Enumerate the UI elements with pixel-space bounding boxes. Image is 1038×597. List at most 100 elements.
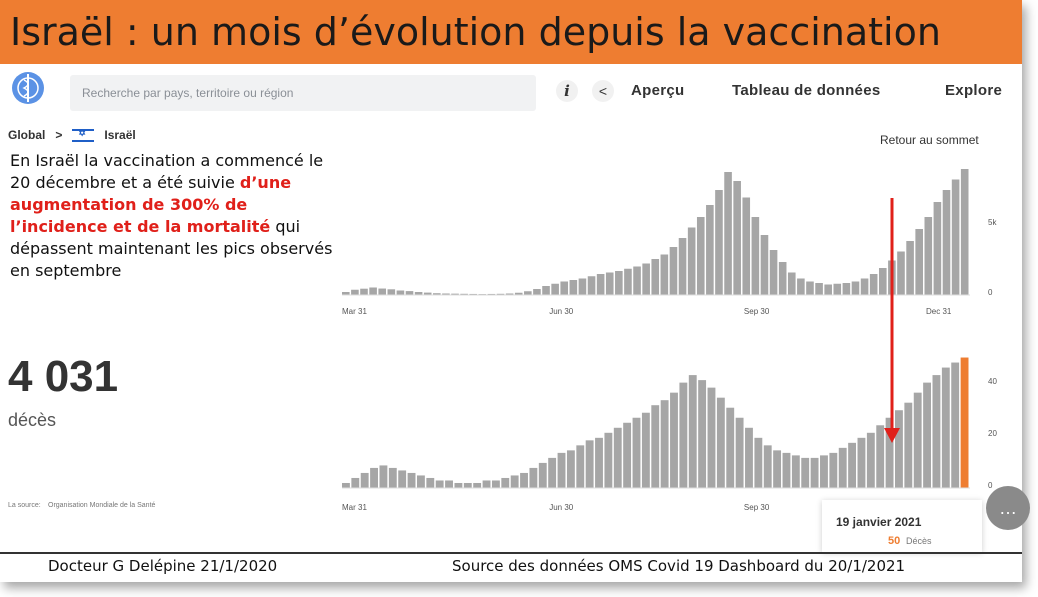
chart-2-bar bbox=[829, 452, 838, 488]
chart-2-bar bbox=[613, 427, 622, 488]
chart-2-bar bbox=[360, 472, 369, 488]
chart-2-bar bbox=[351, 477, 360, 488]
chart-1-bar bbox=[551, 283, 559, 295]
chart-1-bar bbox=[842, 283, 851, 295]
share-icon[interactable]: < bbox=[592, 80, 614, 102]
chart-1-bar bbox=[715, 190, 723, 295]
chart-2-bar bbox=[670, 392, 678, 488]
nav-explore[interactable]: Explore bbox=[945, 82, 1003, 99]
chart-1-bar bbox=[469, 293, 478, 295]
info-icon[interactable]: i bbox=[556, 80, 578, 102]
chart-2-bar bbox=[791, 455, 800, 488]
chart-1-bar bbox=[860, 278, 869, 295]
chart-1-bar bbox=[769, 250, 778, 295]
chart-1-bar bbox=[851, 281, 860, 295]
chart-2-bar bbox=[707, 387, 716, 488]
chart-1-x-tick: Dec 31 bbox=[926, 307, 952, 316]
annotation-text: En Israël la vaccination a commencé le 2… bbox=[10, 150, 340, 282]
chart-2-x-tick: Sep 30 bbox=[744, 503, 770, 512]
chart-2-bar bbox=[735, 417, 744, 488]
tooltip-value: 50 bbox=[888, 535, 901, 547]
chart-1-bar bbox=[496, 293, 505, 295]
chart-1-bar bbox=[524, 291, 532, 295]
chart-2-bar bbox=[866, 432, 875, 488]
footer-divider bbox=[0, 552, 1022, 554]
chart-tooltip: 19 janvier 2021 50 Décès bbox=[822, 500, 982, 552]
search-input[interactable]: Recherche par pays, territoire ou région bbox=[70, 75, 536, 111]
chart-2-bar bbox=[688, 375, 697, 488]
footer-source: Source des données OMS Covid 19 Dashboar… bbox=[452, 557, 906, 575]
deaths-total: 4 031 bbox=[8, 352, 119, 401]
chart-1-bar bbox=[587, 276, 596, 295]
chart-2-bar bbox=[923, 382, 931, 488]
breadcrumb-country[interactable]: Israël bbox=[104, 128, 136, 142]
chart-1-bar bbox=[942, 190, 951, 295]
chart-2-bar bbox=[342, 482, 350, 488]
chart-2-bar bbox=[848, 442, 857, 488]
tooltip-date: 19 janvier 2021 bbox=[836, 515, 922, 529]
chart-1-bar bbox=[633, 266, 641, 295]
chart-1-bar bbox=[651, 259, 660, 295]
chart-1-bar bbox=[369, 287, 377, 295]
chart-1-y-tick: 0 bbox=[988, 288, 993, 297]
chart-1-y-tick: 5k bbox=[988, 218, 997, 227]
chart-2-bar bbox=[576, 445, 585, 488]
footer-author: Docteur G Delépine 21/1/2020 bbox=[48, 557, 278, 575]
chart-2-bar bbox=[932, 375, 941, 488]
israel-flag-icon bbox=[72, 128, 95, 142]
chart-2-bar bbox=[941, 367, 950, 488]
chart-1-bar bbox=[533, 289, 541, 295]
chart-2-bar bbox=[510, 475, 519, 488]
annotation-line-1: En Israël la vaccination a commencé le 2… bbox=[10, 151, 324, 192]
chart-2-bar bbox=[482, 480, 491, 488]
charts-area: Mar 31 Jun 30 Sep 30 Dec 31 0 5k Mar 31 Jun 30 S… bbox=[342, 169, 997, 512]
breadcrumb: Global > Israël bbox=[8, 128, 136, 143]
chart-1-bar bbox=[933, 202, 942, 295]
chart-2-bar bbox=[857, 437, 866, 488]
chart-1-bar bbox=[706, 205, 714, 295]
chart-2-bar bbox=[454, 482, 463, 488]
nav-apercu[interactable]: Aperçu bbox=[631, 82, 685, 99]
chart-2-bar bbox=[641, 412, 650, 488]
chart-1-bar bbox=[378, 288, 387, 295]
chart-1-bar bbox=[924, 217, 933, 295]
slide: Israël : un mois d’évolution depuis la v… bbox=[0, 0, 1022, 582]
chart-1-bar bbox=[815, 283, 823, 295]
chart-1-bar bbox=[514, 292, 523, 295]
chart-1-bar bbox=[642, 263, 650, 295]
chart-1-bar bbox=[833, 283, 842, 295]
back-to-top-link[interactable]: Retour au sommet bbox=[880, 133, 979, 147]
chart-2-bar bbox=[745, 427, 753, 488]
chart-2-bar bbox=[782, 452, 791, 488]
chart-2-bar bbox=[426, 477, 435, 488]
who-logo-icon[interactable] bbox=[10, 70, 46, 106]
annotation-highlight: d’une augmentation de 300% de l’incidenc… bbox=[10, 173, 292, 236]
chart-1-bar bbox=[869, 274, 878, 295]
chart-2-bar bbox=[838, 447, 847, 488]
breadcrumb-global[interactable]: Global bbox=[8, 128, 46, 142]
chart-1-bar bbox=[342, 292, 350, 295]
chart-1-bar bbox=[487, 293, 496, 295]
nav-tableau-de-donnees[interactable]: Tableau de données bbox=[732, 82, 881, 99]
chart-2-bar bbox=[895, 410, 903, 488]
chart-2-bar bbox=[951, 362, 960, 488]
chart-1-bar bbox=[660, 254, 669, 295]
chart-2-bar bbox=[491, 480, 500, 488]
chart-1-bar bbox=[742, 197, 751, 295]
chart-2-bar bbox=[435, 480, 444, 488]
chart-1-bar bbox=[460, 293, 468, 295]
chart-2-bar bbox=[773, 450, 782, 488]
chart-2-x-tick: Mar 31 bbox=[342, 503, 367, 512]
chart-2-bar bbox=[763, 445, 772, 488]
chart-1-bar bbox=[824, 284, 832, 295]
chart-2-bar bbox=[885, 417, 894, 488]
chart-1-bar bbox=[678, 238, 687, 295]
chart-2-bar bbox=[716, 397, 725, 488]
chart-1-bar bbox=[960, 169, 969, 295]
chart-1-x-tick: Mar 31 bbox=[342, 307, 367, 316]
chat-icon[interactable]: … bbox=[986, 486, 1030, 530]
chart-2-bar bbox=[548, 457, 557, 488]
chart-1-bar bbox=[878, 268, 887, 295]
chart-1-bar bbox=[897, 251, 905, 295]
chart-1-bar bbox=[687, 227, 696, 295]
